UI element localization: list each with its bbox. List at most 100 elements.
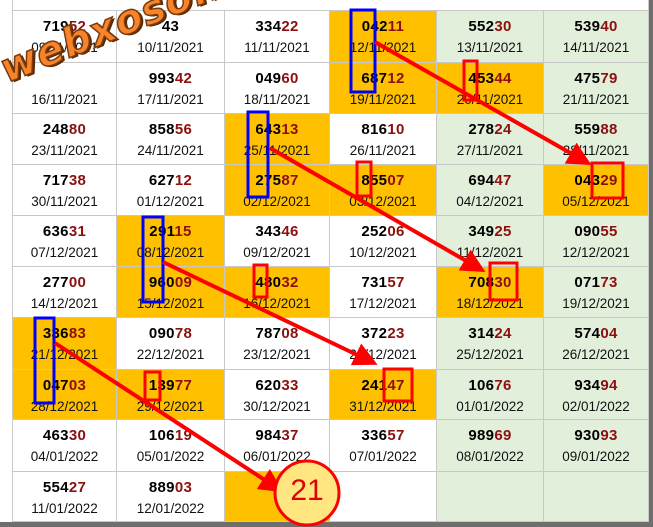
lottery-number: 71738	[13, 172, 116, 189]
lottery-number: 88903	[117, 479, 224, 496]
lottery-number: 57404	[544, 325, 648, 342]
draw-date: 04/01/2022	[30, 449, 99, 464]
draw-date: 17/12/2021	[349, 296, 417, 311]
draw-date: 16/12/2021	[243, 296, 311, 311]
lottery-number: 85507	[330, 172, 436, 189]
number-tail: 56	[174, 121, 193, 138]
result-cell: 71738 30/11/2021	[13, 165, 117, 216]
draw-date: 09/12/2021	[243, 245, 311, 260]
draw-date: 07/12/2021	[30, 245, 99, 260]
result-cell: 63631 07/12/2021	[13, 216, 117, 267]
number-tail: 22	[281, 18, 299, 35]
number-head: 858	[148, 121, 175, 138]
number-head: 277	[42, 274, 69, 291]
number-head: 855	[361, 172, 388, 189]
draw-date: 30/12/2021	[243, 399, 311, 414]
result-cell: 27587 02/12/2021	[225, 165, 330, 216]
number-tail: 13	[281, 121, 299, 138]
number-tail: 69	[494, 427, 512, 444]
lottery-number	[330, 479, 436, 496]
result-cell: 33657 07/01/2022	[330, 420, 437, 472]
result-cell: 69447 04/12/2021	[437, 165, 544, 216]
result-cell: 29115 08/12/2021	[117, 216, 225, 267]
number-tail: 83	[68, 325, 87, 342]
number-head: 090	[574, 223, 601, 240]
number-head: 071	[574, 274, 601, 291]
result-cell: 45344 20/11/2021	[437, 63, 544, 114]
lottery-number: 98437	[225, 427, 329, 444]
left-margin	[0, 0, 13, 522]
draw-date: 05/01/2022	[136, 449, 205, 464]
lottery-number: 34925	[437, 223, 543, 240]
draw-date: 27/11/2021	[456, 143, 524, 158]
result-cell	[544, 472, 649, 522]
number-tail: 94	[600, 377, 618, 394]
result-cell: 48032 16/12/2021	[225, 267, 330, 318]
window-border-bottom	[0, 522, 653, 527]
number-head: 719	[42, 18, 69, 35]
number-head: 043	[574, 172, 601, 189]
result-cell: 85856 24/11/2021	[117, 114, 225, 165]
draw-date: 12/12/2021	[562, 245, 630, 260]
lottery-number: 96009	[117, 274, 224, 291]
draw-date: 11/12/2021	[456, 245, 524, 260]
number-tail: 87	[281, 172, 299, 189]
number-head: 278	[468, 121, 495, 138]
number-head: 889	[148, 479, 175, 496]
result-cell: 81610 26/11/2021	[330, 114, 437, 165]
result-cell: 04329 05/12/2021	[544, 165, 649, 216]
draw-date: 09/01/2022	[562, 449, 630, 464]
number-head: 139	[148, 377, 175, 394]
result-cell: 04211 12/11/2021	[330, 11, 437, 63]
number-head: 687	[361, 70, 388, 87]
header-strip	[13, 0, 649, 11]
result-cell: 24147 31/12/2021	[330, 370, 437, 420]
lottery-number: 98969	[437, 427, 543, 444]
number-head: 349	[468, 223, 495, 240]
result-cell: 04703 28/12/2021	[13, 370, 117, 420]
lottery-number: 47579	[544, 70, 648, 87]
number-tail: 31	[68, 223, 87, 240]
number-head: 539	[574, 18, 601, 35]
prediction-number: 21	[290, 474, 324, 507]
number-tail: 79	[600, 70, 618, 87]
result-cell: 62712 01/12/2021	[117, 165, 225, 216]
result-cell: 70830 18/12/2021	[437, 267, 544, 318]
lottery-number: 25206	[330, 223, 436, 240]
number-head: 252	[361, 223, 388, 240]
draw-date: 24/11/2021	[137, 143, 204, 158]
number-tail: 29	[600, 172, 618, 189]
draw-date: 28/11/2021	[562, 143, 630, 158]
draw-date: 19/11/2021	[349, 92, 417, 107]
result-cell: 07173 19/12/2021	[544, 267, 649, 318]
number-tail: 73	[600, 274, 618, 291]
number-tail: 93	[600, 427, 618, 444]
draw-date: 10/11/2021	[137, 40, 204, 55]
lottery-number: 62712	[117, 172, 224, 189]
result-cell: 68712 19/11/2021	[330, 63, 437, 114]
number-tail: 42	[174, 70, 193, 87]
lottery-number: 04329	[544, 172, 648, 189]
result-cell: 16/11/2021	[13, 63, 117, 114]
lottery-number: 46330	[13, 427, 116, 444]
draw-date: 17/11/2021	[137, 92, 204, 107]
number-head: 343	[255, 223, 282, 240]
draw-date: 15/12/2021	[136, 296, 205, 311]
number-tail: 25	[494, 223, 512, 240]
lottery-number: 93494	[544, 377, 648, 394]
result-cell: 04960 18/11/2021	[225, 63, 330, 114]
draw-date: 03/12/2021	[349, 194, 417, 209]
number-head: 559	[574, 121, 601, 138]
draw-date: 08/01/2022	[456, 449, 524, 464]
number-head: 049	[255, 70, 282, 87]
result-cell: 47579 21/11/2021	[544, 63, 649, 114]
draw-date: 22/12/2021	[136, 347, 205, 362]
lottery-number: 07173	[544, 274, 648, 291]
lottery-number: 33422	[225, 18, 329, 35]
number-tail: 03	[174, 479, 193, 496]
draw-date: 07/01/2022	[349, 449, 417, 464]
draw-date: 01/12/2021	[136, 194, 205, 209]
lottery-number: 33683	[13, 325, 116, 342]
number-head: 372	[361, 325, 388, 342]
